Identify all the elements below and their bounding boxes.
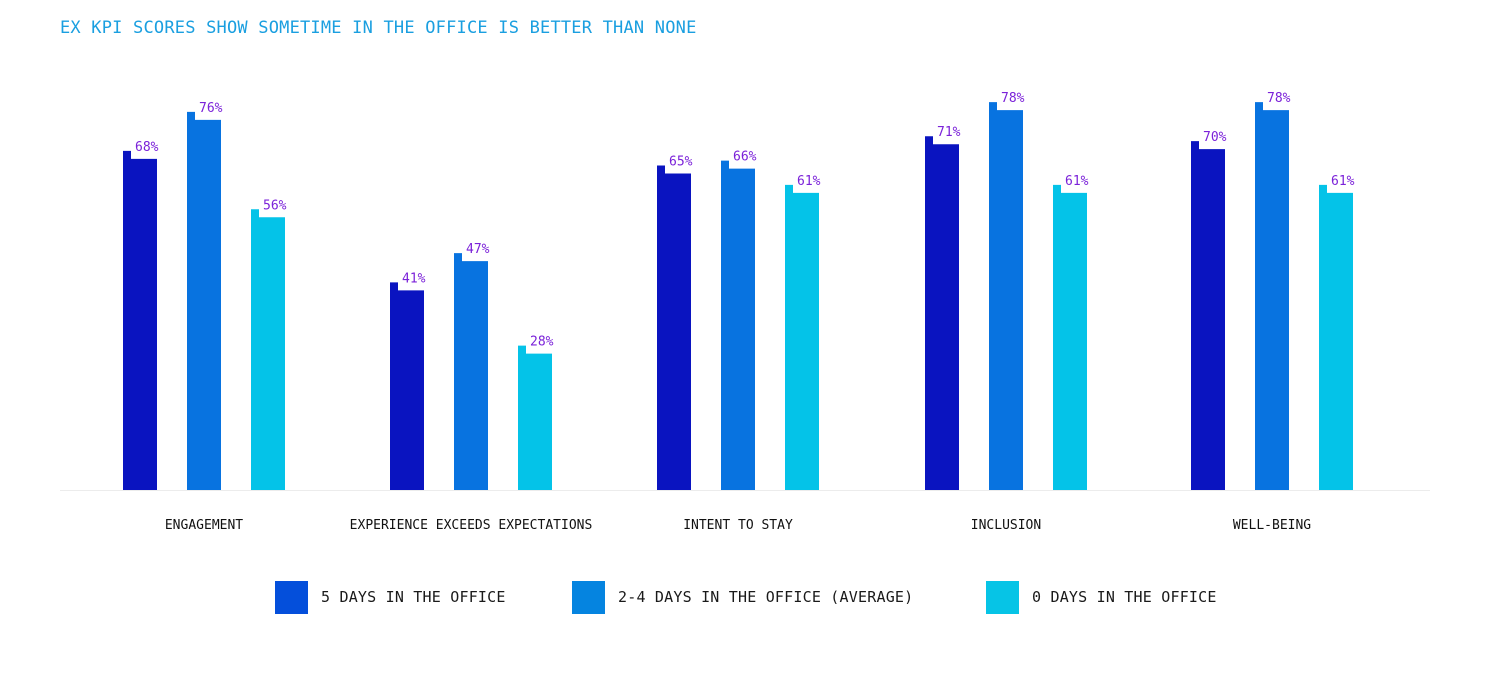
bar-2-3	[721, 160, 755, 490]
bar-1-4	[925, 136, 959, 491]
bar-chart: 68% 76% 56% ENGAGEMENT 41% 47% 28% EXPERIENCE E…	[60, 91, 1430, 533]
bar-1-5	[1191, 141, 1225, 490]
category-label-5: WELL-BEING	[1233, 518, 1311, 533]
bar-3-4	[1053, 184, 1087, 490]
bar-1-1	[123, 150, 157, 490]
data-label-1-2: 41%	[402, 271, 426, 286]
bar-2-1	[187, 111, 221, 490]
legend-label-0-days: 0 DAYS IN THE OFFICE	[1032, 588, 1217, 606]
legend-item-2-4-days: 2-4 DAYS IN THE OFFICE (AVERAGE)	[572, 580, 913, 614]
legend-item-5-days: 5 DAYS IN THE OFFICE	[275, 580, 506, 614]
legend-swatch-0-days	[986, 580, 1019, 614]
category-label-3: INTENT TO STAY	[683, 518, 793, 533]
data-label-3-1: 56%	[263, 198, 287, 213]
data-label-3-5: 61%	[1331, 174, 1355, 189]
data-label-1-4: 71%	[937, 125, 961, 140]
legend-swatch-2-4-days	[572, 580, 605, 614]
category-label-2: EXPERIENCE EXCEEDS EXPECTATIONS	[350, 518, 593, 533]
data-label-3-3: 61%	[797, 174, 821, 189]
legend-label-2-4-days: 2-4 DAYS IN THE OFFICE (AVERAGE)	[618, 588, 914, 606]
bar-1-3	[657, 165, 691, 490]
data-label-3-2: 28%	[530, 335, 554, 350]
data-label-2-1: 76%	[199, 101, 223, 116]
bar-3-2	[518, 345, 552, 490]
chart-legend: 5 DAYS IN THE OFFICE 2-4 DAYS IN THE OFF…	[0, 580, 1498, 614]
bar-2-4	[989, 102, 1023, 490]
legend-swatch-5-days	[275, 580, 308, 614]
bar-3-1	[251, 209, 285, 490]
bar-2-5	[1255, 102, 1289, 490]
data-label-1-5: 70%	[1203, 130, 1227, 145]
legend-label-5-days: 5 DAYS IN THE OFFICE	[321, 588, 506, 606]
legend-item-0-days: 0 DAYS IN THE OFFICE	[986, 580, 1217, 614]
category-label-4: INCLUSION	[971, 518, 1041, 533]
bar-3-5	[1319, 184, 1353, 490]
bar-1-2	[390, 282, 424, 490]
data-label-3-4: 61%	[1065, 174, 1089, 189]
data-label-2-2: 47%	[466, 242, 490, 257]
data-label-2-4: 78%	[1001, 91, 1025, 106]
chart-title: EX KPI SCORES SHOW SOMETIME IN THE OFFIC…	[60, 18, 697, 38]
data-label-2-3: 66%	[733, 150, 757, 165]
bar-3-3	[785, 184, 819, 490]
data-label-2-5: 78%	[1267, 91, 1291, 106]
data-label-1-3: 65%	[669, 154, 693, 169]
data-label-1-1: 68%	[135, 140, 159, 155]
category-label-1: ENGAGEMENT	[165, 518, 243, 533]
bar-2-2	[454, 253, 488, 490]
